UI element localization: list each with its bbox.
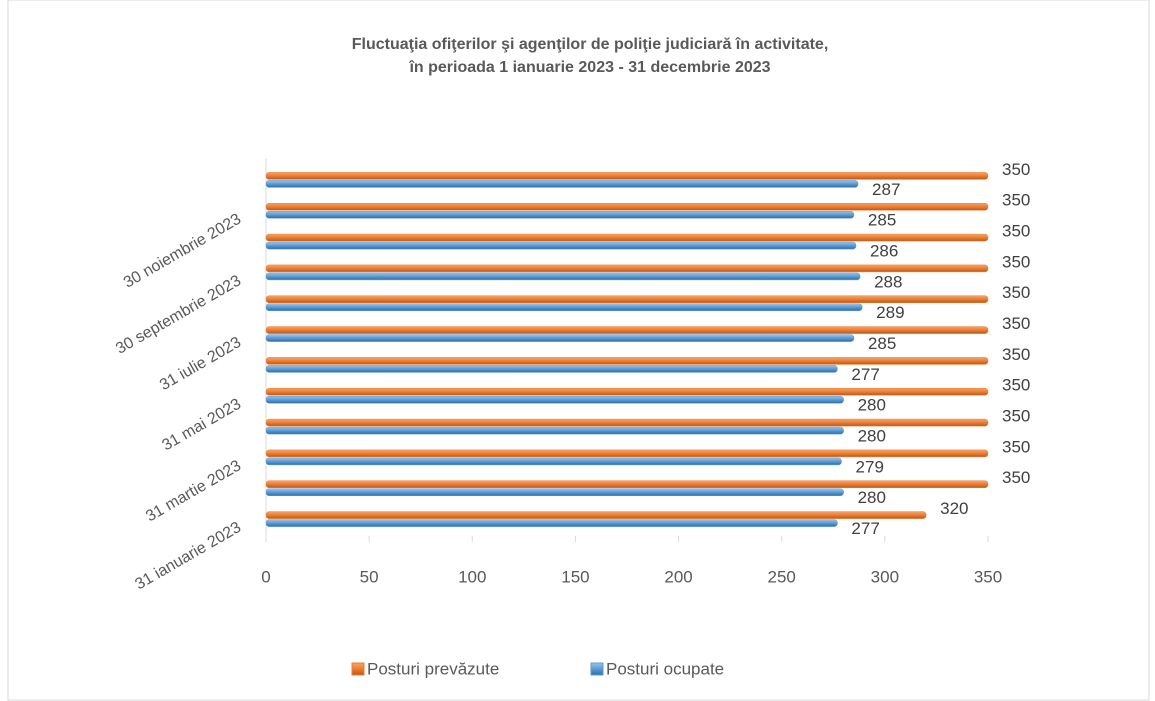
bar [265,388,989,396]
value-label: 289 [876,303,904,322]
bar [265,457,842,466]
bar [265,449,989,458]
value-label: 288 [874,272,902,291]
bar [265,264,989,273]
value-label: 350 [1002,160,1030,179]
value-label: 350 [1002,345,1030,364]
legend-label: Posturi prevăzute [367,659,499,678]
x-tick-label: 350 [974,567,1002,586]
value-label: 350 [1002,191,1030,210]
legend-swatch [351,662,365,676]
value-label: 279 [856,457,884,476]
bar [265,211,855,219]
value-label: 286 [870,242,898,261]
value-label: 350 [1002,222,1030,241]
x-tick-label: 250 [768,567,796,586]
x-tick-label: 0 [261,567,270,586]
value-label: 285 [868,211,896,230]
bar [265,426,844,435]
bar [265,334,855,342]
bar [265,233,989,242]
chart-title: în perioada 1 ianuarie 2023 - 31 decembr… [408,59,770,76]
bar [265,172,989,180]
bar [265,326,989,334]
value-label: 277 [851,365,879,384]
value-label: 280 [858,396,886,415]
chart-title: Fluctuaţia ofiţerilor şi agenţilor de po… [352,36,829,53]
bar [265,365,838,373]
value-label: 350 [1002,437,1030,456]
y-tick-label: 31 mai 2023 [159,396,244,455]
bar [265,357,989,365]
y-tick-label: 31 martie 2023 [143,457,244,525]
value-label: 350 [1002,407,1030,426]
bar [265,480,989,488]
x-tick-label: 150 [561,567,589,586]
value-label: 350 [1002,314,1030,333]
y-tick-label: 31 iulie 2023 [157,334,244,394]
x-tick-label: 200 [664,567,692,586]
bar [265,488,844,496]
bar [265,519,838,527]
bar [265,241,857,250]
value-label: 285 [868,334,896,353]
value-label: 350 [1002,252,1030,271]
value-label: 287 [872,180,900,199]
legend-label: Posturi ocupate [606,659,724,678]
value-label: 350 [1002,468,1030,487]
x-tick-label: 100 [458,567,486,586]
bar [265,272,861,281]
bar [265,295,989,303]
bar [265,303,863,311]
bar [265,511,927,519]
y-tick-label: 31 ianuarie 2023 [132,519,244,593]
legend-swatch [590,662,604,676]
value-label: 350 [1002,376,1030,395]
value-label: 277 [851,519,879,538]
x-tick-label: 300 [871,567,899,586]
chart-frame [7,0,1150,701]
bar [265,180,859,188]
value-label: 350 [1002,283,1030,302]
bar [265,203,989,211]
value-label: 280 [858,427,886,446]
value-label: 280 [858,488,886,507]
x-tick-label: 50 [360,567,379,586]
value-label: 320 [940,499,968,518]
bar [265,418,989,427]
bar [265,396,844,404]
